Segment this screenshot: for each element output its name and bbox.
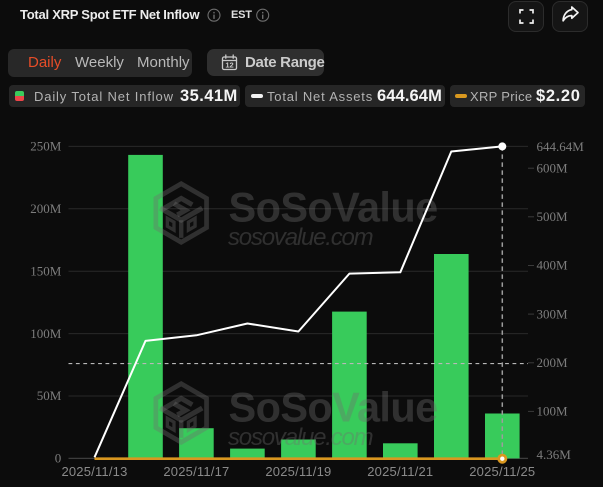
- svg-text:50M: 50M: [37, 388, 62, 403]
- svg-text:sosovalue.com: sosovalue.com: [228, 224, 373, 251]
- svg-text:300M: 300M: [537, 306, 569, 321]
- svg-text:SoSoValue: SoSoValue: [229, 184, 438, 231]
- svg-text:2025/11/19: 2025/11/19: [265, 464, 331, 479]
- svg-text:100M: 100M: [537, 404, 569, 419]
- svg-text:0: 0: [55, 451, 62, 466]
- svg-text:600M: 600M: [537, 160, 569, 175]
- svg-text:400M: 400M: [537, 258, 569, 273]
- svg-text:2025/11/25: 2025/11/25: [469, 464, 535, 479]
- svg-text:644.64M: 644.64M: [537, 139, 585, 154]
- svg-text:150M: 150M: [30, 263, 62, 278]
- svg-text:200M: 200M: [537, 355, 569, 370]
- svg-text:200M: 200M: [30, 201, 62, 216]
- svg-text:2025/11/21: 2025/11/21: [367, 464, 433, 479]
- svg-text:12: 12: [225, 61, 233, 70]
- svg-text:500M: 500M: [537, 209, 569, 224]
- svg-text:2025/11/17: 2025/11/17: [163, 464, 229, 479]
- svg-text:4.36M: 4.36M: [537, 447, 572, 462]
- svg-text:250M: 250M: [30, 139, 62, 154]
- svg-text:2025/11/13: 2025/11/13: [61, 464, 127, 479]
- svg-text:100M: 100M: [30, 326, 62, 341]
